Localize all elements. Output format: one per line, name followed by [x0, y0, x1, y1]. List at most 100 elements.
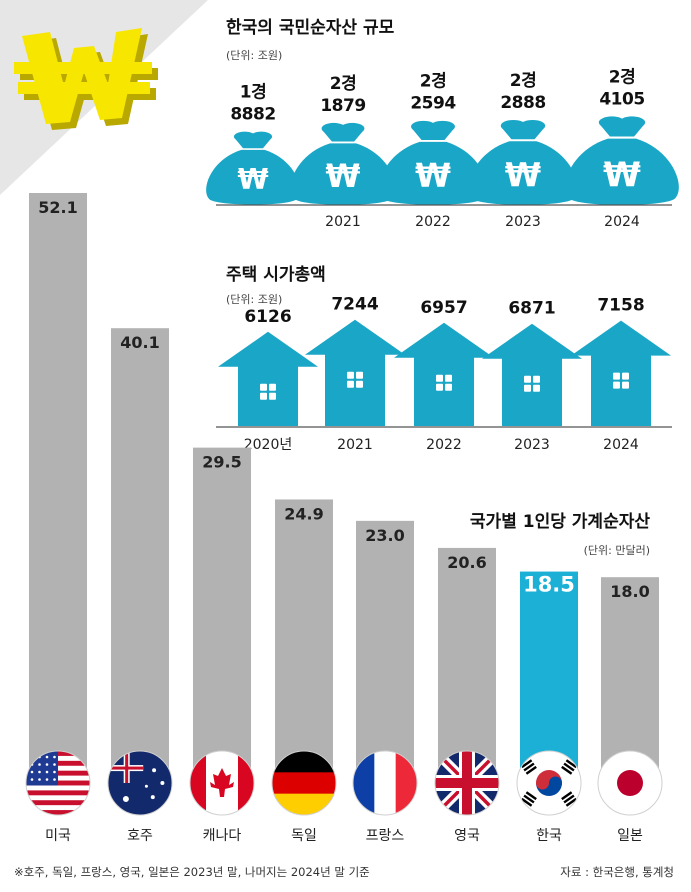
- flag-face: [272, 751, 336, 815]
- house-window: [260, 392, 267, 400]
- flag-star: [53, 770, 56, 774]
- us-flag-icon: [25, 750, 91, 816]
- taegeuk-icon: [536, 776, 549, 790]
- value-label: 18.0: [610, 582, 649, 601]
- flag-band: [272, 772, 336, 795]
- flag-star: [30, 770, 34, 774]
- category-label: 독일: [291, 828, 317, 844]
- value-label: 2594: [410, 94, 456, 114]
- flag-stripe: [26, 785, 90, 791]
- flag-star: [38, 778, 41, 781]
- flag-cross: [462, 751, 472, 815]
- house-window: [445, 383, 452, 391]
- japan-flag-icon: [597, 750, 663, 816]
- flag-star: [45, 763, 49, 766]
- money-bag-body: [468, 141, 578, 205]
- house-window: [622, 372, 629, 380]
- money-bag-tie: [618, 116, 646, 129]
- value-label: 40.1: [120, 333, 159, 352]
- money-bag-icon: ₩: [290, 122, 396, 205]
- money-bag-tie: [340, 122, 365, 135]
- category-label: 일본: [617, 828, 643, 844]
- country-bar: [601, 577, 659, 780]
- category-label: 프랑스: [366, 828, 405, 844]
- asset-chart-title: 한국의 국민순자산 규모: [226, 18, 395, 38]
- trigram-bar: [561, 791, 573, 801]
- flag-border: [25, 750, 91, 816]
- value-label: 29.5: [202, 453, 241, 472]
- money-bag-icon: ₩: [468, 119, 578, 205]
- house-window: [613, 372, 620, 380]
- category-label: 2021: [325, 214, 361, 230]
- flag-star: [53, 763, 56, 766]
- category-label: 호주: [127, 828, 153, 844]
- value-label: 8882: [230, 104, 275, 124]
- source: 자료 : 한국은행, 통계청: [560, 865, 674, 879]
- flag-face: [517, 751, 581, 815]
- house-window: [445, 374, 452, 382]
- trigram-icon: [521, 791, 537, 807]
- flag-band: [395, 751, 417, 815]
- australia-flag-icon: [107, 750, 173, 816]
- house-window: [524, 375, 531, 383]
- country-bar: [356, 520, 414, 780]
- korea-flag-icon: [516, 750, 582, 816]
- house-icon: [394, 322, 494, 426]
- house-window: [347, 380, 354, 388]
- value-label: 1879: [320, 96, 365, 116]
- money-bag-tie: [233, 131, 256, 142]
- trigram-bar: [521, 759, 533, 769]
- money-bag-body: [565, 138, 679, 206]
- maple-leaf-icon: [210, 768, 234, 797]
- flag-face: [26, 751, 90, 815]
- housing-chart-unit: (단위: 조원): [226, 293, 282, 306]
- flag-sun: [617, 770, 643, 796]
- flag-face: [108, 751, 172, 815]
- value-label: 6871: [508, 299, 555, 319]
- flag-stripe: [26, 795, 90, 801]
- flag-stripe: [26, 810, 90, 815]
- trigram-bar: [561, 765, 573, 775]
- value-label: 4105: [599, 89, 644, 109]
- house-window: [356, 371, 363, 379]
- flag-star: [53, 755, 56, 759]
- flag-star: [45, 770, 49, 774]
- uk-flag-icon: [434, 750, 500, 816]
- trigram-bar: [525, 765, 537, 775]
- flag-star: [144, 784, 148, 788]
- canada-flag-icon: [189, 750, 255, 816]
- value-label: 6957: [420, 298, 467, 318]
- country-bar: [438, 547, 496, 780]
- house-body: [502, 357, 562, 426]
- category-label: 2024: [604, 214, 640, 230]
- category-label: 2023: [514, 437, 550, 453]
- flag-band: [374, 751, 397, 815]
- flag-star: [152, 768, 157, 773]
- flag-face: [435, 751, 499, 815]
- country-bar: [275, 499, 333, 780]
- housing-house-group: 6126 2020년 7244 2021 6957 2022 6871 2023 7158 202…: [218, 295, 671, 453]
- flag-star: [45, 755, 49, 759]
- house-window: [347, 371, 354, 379]
- house-body: [238, 365, 298, 426]
- trigram-icon: [521, 759, 537, 775]
- house-window: [269, 392, 276, 400]
- category-label: 2022: [415, 214, 451, 230]
- category-label: 미국: [45, 828, 71, 844]
- flag-star: [150, 795, 155, 800]
- money-bag-icon: ₩: [565, 116, 679, 206]
- country-bar: [29, 193, 87, 780]
- value-label: 7158: [597, 296, 644, 316]
- house-roof: [218, 331, 318, 367]
- flag-stripe: [26, 790, 90, 796]
- money-bag-tie: [411, 120, 436, 133]
- value-label: 23.0: [365, 526, 404, 545]
- money-bag-tie: [250, 131, 273, 142]
- value-label: 1경: [240, 82, 266, 102]
- flag-star: [45, 778, 49, 781]
- flag-band: [272, 751, 336, 773]
- household-bar-group: 52.1 미국 40.1 호주 29.5 캐나다 24.9 독일 23.0 프랑스 20.6 영국 18…: [25, 193, 663, 844]
- flag-star: [38, 763, 41, 766]
- house-icon: [482, 323, 582, 426]
